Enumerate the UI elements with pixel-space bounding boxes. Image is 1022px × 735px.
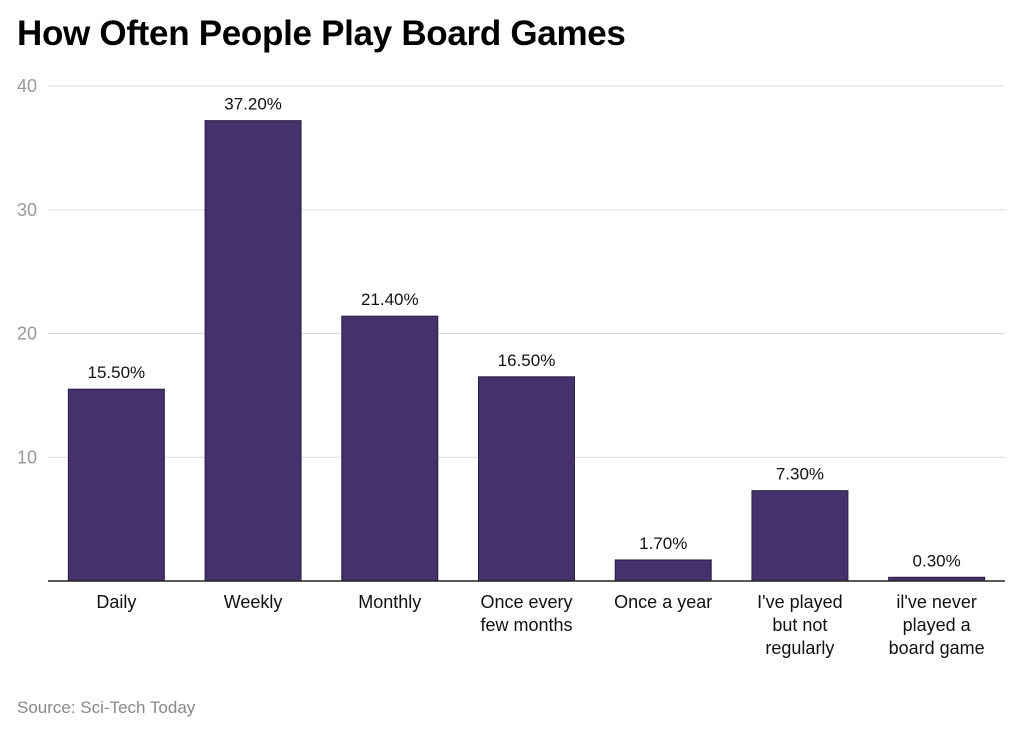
bar bbox=[751, 490, 849, 582]
data-label: 7.30% bbox=[776, 465, 824, 484]
data-label: 15.50% bbox=[88, 363, 146, 382]
chart-title: How Often People Play Board Games bbox=[17, 14, 626, 53]
data-label: 0.30% bbox=[913, 551, 961, 570]
x-tick-label: Monthly bbox=[358, 592, 421, 612]
y-tick-label: 20 bbox=[17, 324, 37, 344]
bar bbox=[478, 376, 575, 582]
data-label: 37.20% bbox=[224, 95, 282, 114]
data-label: 1.70% bbox=[639, 534, 687, 553]
x-tick-label: Once a year bbox=[614, 592, 712, 612]
x-tick-label: I've played but not regularly bbox=[757, 592, 843, 658]
x-tick-label: Once every few months bbox=[480, 592, 572, 635]
y-tick-label: 40 bbox=[17, 76, 37, 96]
y-tick-label: 10 bbox=[17, 447, 37, 467]
bar bbox=[204, 120, 302, 582]
bar bbox=[614, 559, 712, 582]
bar bbox=[67, 388, 165, 582]
source-note: Source: Sci-Tech Today bbox=[17, 698, 196, 717]
x-tick-label: Weekly bbox=[224, 592, 283, 612]
x-tick-label: Daily bbox=[96, 592, 136, 612]
data-label: 16.50% bbox=[498, 351, 556, 370]
bar bbox=[341, 315, 439, 582]
data-label: 21.40% bbox=[361, 290, 419, 309]
x-tick-label: il've never played a board game bbox=[889, 592, 985, 658]
y-tick-label: 30 bbox=[17, 200, 37, 220]
